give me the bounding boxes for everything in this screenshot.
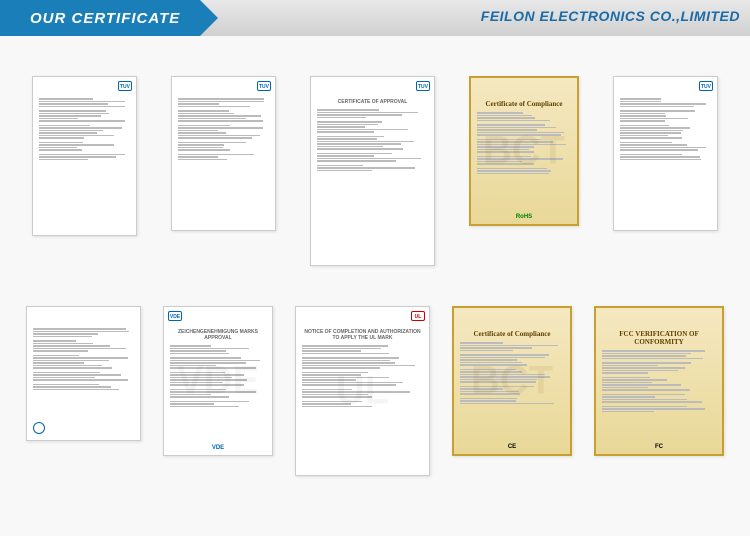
cert-title: FCC VERIFICATION OF CONFORMITY [602, 330, 716, 346]
header-arrow: OUR CERTIFICATE [0, 0, 200, 36]
ce-compliance: BCT Certificate of Compliance CE [452, 306, 572, 456]
cert-body-text [460, 342, 564, 351]
footer-mark: RoHS [516, 214, 532, 220]
ul-authorization: UL UL NOTICE OF COMPLETION AND AUTHORIZA… [295, 306, 430, 476]
cert-body-text [620, 98, 711, 107]
cert-body-text [317, 109, 428, 118]
vde-approval: VDE VDE ZEICHENGENEHMIGUNG MARKS APPROVA… [163, 306, 273, 456]
section-title: OUR CERTIFICATE [30, 10, 180, 27]
vde-logo-icon: VDE [168, 311, 182, 321]
cert-body-text [178, 98, 269, 107]
cert-body-text [477, 112, 571, 121]
○-logo-icon [33, 422, 45, 434]
footer-mark: VDE [212, 445, 224, 451]
approval-cert: TUV CERTIFICATE OF APPROVAL [310, 76, 435, 266]
cert-row-2: VDE VDE ZEICHENGENEHMIGUNG MARKS APPROVA… [15, 306, 735, 476]
tuv-logo-icon: TUV [699, 81, 713, 91]
report-cert [26, 306, 141, 441]
tuv-logo-icon: TUV [257, 81, 271, 91]
cert-title: Certificate of Compliance [477, 100, 571, 108]
tuv-logo-icon: TUV [416, 81, 430, 91]
ul-logo-icon: UL [411, 311, 425, 321]
cert-body-text [170, 345, 266, 354]
certificate-grid: TUV TUV TUV CERT [0, 36, 750, 536]
cert-title: Certificate of Compliance [460, 330, 564, 338]
company-name: FEILON ELECTRONICS CO.,LIMITED [481, 8, 740, 24]
tuv-cert-3: TUV [613, 76, 718, 231]
tuv-logo-icon: TUV [118, 81, 132, 91]
footer-mark: CE [508, 444, 516, 450]
tuv-cert-1: TUV [32, 76, 137, 236]
header-bar: OUR CERTIFICATE FEILON ELECTRONICS CO.,L… [0, 0, 750, 36]
cert-body-text [302, 345, 423, 354]
cert-body-text [39, 98, 130, 107]
tuv-cert-2: TUV [171, 76, 276, 231]
cert-title: ZEICHENGENEHMIGUNG MARKS APPROVAL [170, 329, 266, 341]
footer-mark: FC [655, 444, 663, 450]
cert-row-1: TUV TUV TUV CERT [15, 76, 735, 266]
fcc-verification: FCC VERIFICATION OF CONFORMITY FC [594, 306, 724, 456]
cert-body-text [33, 328, 134, 337]
cert-title: NOTICE OF COMPLETION AND AUTHORIZATION T… [302, 329, 423, 341]
rohs-compliance: BCT Certificate of Compliance RoHS [469, 76, 579, 226]
cert-title: CERTIFICATE OF APPROVAL [317, 99, 428, 105]
cert-body-text [602, 350, 716, 359]
